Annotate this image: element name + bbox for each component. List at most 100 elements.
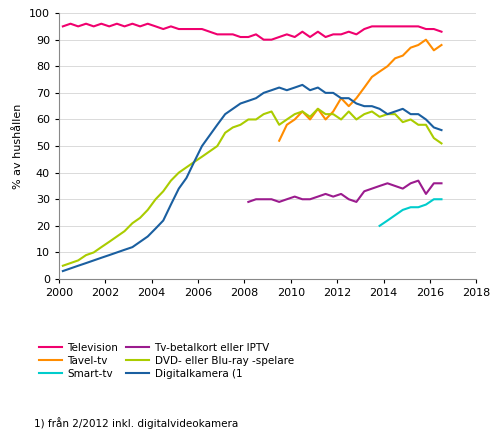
Tavel-tv — [384, 64, 390, 69]
DVD- eller Blu-ray -spelare — [215, 143, 220, 149]
DVD- eller Blu-ray -spelare — [176, 170, 182, 175]
Digitalkamera (1 — [261, 90, 267, 95]
Tv-betalkort eller IPTV — [438, 181, 444, 186]
Digitalkamera (1 — [137, 239, 143, 245]
Digitalkamera (1 — [431, 125, 437, 130]
Tv-betalkort eller IPTV — [269, 197, 274, 202]
DVD- eller Blu-ray -spelare — [222, 130, 228, 135]
Television — [60, 24, 66, 29]
Television — [230, 32, 236, 37]
Smart-tv — [400, 207, 406, 212]
Television — [145, 21, 151, 26]
DVD- eller Blu-ray -spelare — [415, 122, 421, 127]
Tavel-tv — [276, 138, 282, 143]
Tv-betalkort eller IPTV — [307, 197, 313, 202]
Digitalkamera (1 — [91, 258, 97, 263]
Y-axis label: % av hushållen: % av hushållen — [13, 103, 24, 189]
DVD- eller Blu-ray -spelare — [284, 117, 290, 122]
Digitalkamera (1 — [354, 101, 359, 106]
Digitalkamera (1 — [75, 263, 81, 269]
DVD- eller Blu-ray -spelare — [269, 109, 274, 114]
Line: Smart-tv: Smart-tv — [380, 199, 441, 226]
Digitalkamera (1 — [168, 202, 174, 207]
Digitalkamera (1 — [68, 266, 74, 271]
Smart-tv — [438, 197, 444, 202]
Tavel-tv — [300, 109, 305, 114]
Digitalkamera (1 — [114, 250, 120, 255]
Tavel-tv — [330, 109, 336, 114]
Television — [300, 29, 305, 34]
Tavel-tv — [284, 122, 290, 127]
Television — [307, 34, 313, 40]
Tavel-tv — [400, 53, 406, 58]
Tavel-tv — [315, 106, 321, 112]
DVD- eller Blu-ray -spelare — [230, 125, 236, 130]
Tv-betalkort eller IPTV — [354, 199, 359, 204]
Digitalkamera (1 — [98, 255, 104, 260]
Television — [323, 34, 328, 40]
Digitalkamera (1 — [330, 90, 336, 95]
Television — [338, 32, 344, 37]
Television — [377, 24, 382, 29]
Tavel-tv — [392, 56, 398, 61]
Tavel-tv — [307, 117, 313, 122]
Television — [408, 24, 413, 29]
Tavel-tv — [338, 95, 344, 101]
Television — [238, 34, 244, 40]
Tv-betalkort eller IPTV — [392, 183, 398, 188]
Smart-tv — [384, 218, 390, 223]
DVD- eller Blu-ray -spelare — [408, 117, 413, 122]
Digitalkamera (1 — [346, 95, 352, 101]
Line: Tv-betalkort eller IPTV: Tv-betalkort eller IPTV — [248, 181, 441, 202]
Tv-betalkort eller IPTV — [338, 191, 344, 197]
Tv-betalkort eller IPTV — [323, 191, 328, 197]
DVD- eller Blu-ray -spelare — [377, 114, 382, 119]
Digitalkamera (1 — [408, 112, 413, 117]
Television — [284, 32, 290, 37]
Digitalkamera (1 — [361, 103, 367, 109]
Digitalkamera (1 — [238, 101, 244, 106]
Smart-tv — [431, 197, 437, 202]
DVD- eller Blu-ray -spelare — [292, 112, 298, 117]
DVD- eller Blu-ray -spelare — [83, 252, 89, 258]
Line: DVD- eller Blu-ray -spelare: DVD- eller Blu-ray -spelare — [63, 109, 441, 266]
Digitalkamera (1 — [83, 260, 89, 266]
DVD- eller Blu-ray -spelare — [60, 263, 66, 269]
Tv-betalkort eller IPTV — [330, 194, 336, 199]
Tv-betalkort eller IPTV — [384, 181, 390, 186]
Television — [137, 24, 143, 29]
Digitalkamera (1 — [130, 245, 136, 250]
Television — [122, 24, 128, 29]
Television — [91, 24, 97, 29]
Smart-tv — [408, 204, 413, 210]
Television — [276, 34, 282, 40]
Tv-betalkort eller IPTV — [246, 199, 251, 204]
Tv-betalkort eller IPTV — [261, 197, 267, 202]
Smart-tv — [377, 223, 382, 228]
DVD- eller Blu-ray -spelare — [246, 117, 251, 122]
Television — [423, 27, 429, 32]
Digitalkamera (1 — [323, 90, 328, 95]
Line: Television: Television — [63, 24, 441, 40]
Tv-betalkort eller IPTV — [431, 181, 437, 186]
Television — [369, 24, 375, 29]
DVD- eller Blu-ray -spelare — [315, 106, 321, 112]
Tv-betalkort eller IPTV — [361, 189, 367, 194]
Tv-betalkort eller IPTV — [377, 183, 382, 188]
Television — [199, 27, 205, 32]
DVD- eller Blu-ray -spelare — [114, 234, 120, 239]
DVD- eller Blu-ray -spelare — [145, 207, 151, 212]
Digitalkamera (1 — [60, 269, 66, 274]
Tv-betalkort eller IPTV — [292, 194, 298, 199]
Digitalkamera (1 — [315, 85, 321, 90]
Tv-betalkort eller IPTV — [253, 197, 259, 202]
Tv-betalkort eller IPTV — [400, 186, 406, 191]
Tv-betalkort eller IPTV — [315, 194, 321, 199]
Digitalkamera (1 — [438, 127, 444, 133]
Text: 1) från 2/2012 inkl. digitalvideokamera: 1) från 2/2012 inkl. digitalvideokamera — [34, 417, 238, 429]
Television — [184, 27, 190, 32]
Television — [246, 34, 251, 40]
DVD- eller Blu-ray -spelare — [392, 112, 398, 117]
DVD- eller Blu-ray -spelare — [307, 114, 313, 119]
Television — [354, 32, 359, 37]
